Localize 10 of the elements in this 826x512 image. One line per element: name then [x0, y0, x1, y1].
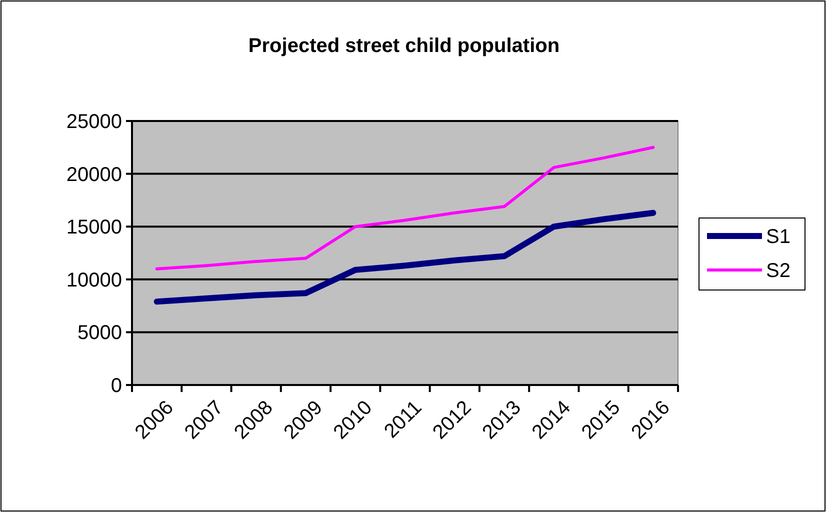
chart-title: Projected street child population: [248, 35, 560, 57]
y-tick-label: 0: [110, 375, 122, 397]
y-tick-label: 10000: [66, 269, 122, 292]
line-series: [155, 146, 655, 270]
legend-label: S1: [766, 226, 790, 248]
y-tick-label: 5000: [78, 322, 122, 344]
y-tick-label: 15000: [66, 216, 122, 239]
legend-label: S2: [766, 260, 790, 282]
y-tick-label: 20000: [66, 164, 122, 186]
y-tick-label: 25000: [66, 111, 122, 133]
